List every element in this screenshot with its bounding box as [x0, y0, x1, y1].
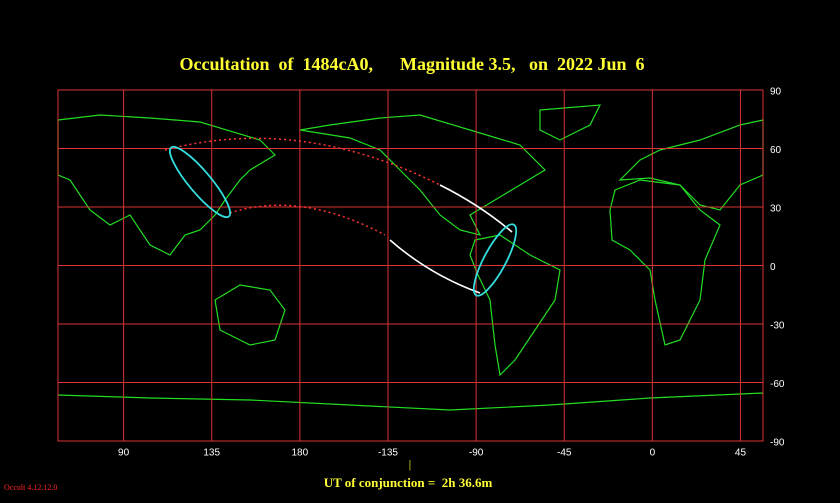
lon-tick-label: -135 [378, 448, 398, 459]
australia [214, 284, 286, 346]
grid [57, 89, 764, 442]
lon-tick-label: -90 [469, 448, 484, 459]
lon-tick-label: 180 [292, 448, 309, 459]
lon-tick-label: -45 [557, 448, 572, 459]
path-south-visible [389, 239, 481, 294]
greenland [539, 104, 602, 141]
asia-west [57, 114, 276, 256]
error-ellipse-start [168, 145, 232, 219]
path-south-limit [229, 204, 386, 236]
lat-tick-label: -90 [770, 438, 785, 449]
error-ellipse-end [472, 223, 518, 297]
lat-tick-label: -60 [770, 379, 785, 390]
path-north-limit [164, 137, 441, 186]
lat-tick-label: 90 [770, 87, 782, 98]
occultation-path [164, 137, 518, 297]
version: Occult 4.12.12.0 [4, 483, 57, 492]
lon-tick-label: 0 [650, 448, 656, 459]
lon-tick-label: 45 [735, 448, 747, 459]
conjunction-time: UT of conjunction = 2h 36.6m [324, 475, 493, 490]
lon-tick-label: 90 [118, 448, 130, 459]
lon-tick-label: 135 [203, 448, 220, 459]
antarctica [57, 392, 764, 411]
coastlines [57, 104, 764, 411]
conjunction-tick: | [409, 457, 411, 471]
lat-tick-label: 0 [770, 262, 776, 273]
title: Occultation of 1484cA0, Magnitude 3.5, o… [179, 54, 644, 74]
lat-tick-label: -30 [770, 321, 785, 332]
south-america [469, 234, 561, 377]
africa [609, 179, 721, 346]
lat-tick-label: 60 [770, 145, 782, 156]
lat-tick-label: 30 [770, 204, 782, 215]
